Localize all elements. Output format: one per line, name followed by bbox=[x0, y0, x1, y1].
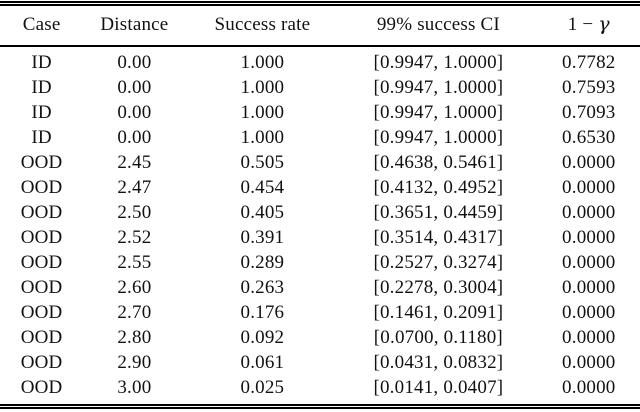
cell-distance: 0.00 bbox=[117, 77, 152, 98]
cell-ci: [0.1461, 0.2091] bbox=[373, 302, 504, 323]
cell-gamma: 0.0000 bbox=[562, 277, 616, 298]
cell-case: ID bbox=[31, 77, 52, 98]
cell-case: OOD bbox=[20, 252, 63, 273]
cell-case: ID bbox=[31, 102, 52, 123]
cell-ci: [0.9947, 1.0000] bbox=[373, 102, 504, 123]
gamma-symbol: γ bbox=[598, 13, 610, 35]
cell-gamma: 0.0000 bbox=[562, 202, 616, 223]
cell-gamma: 0.7093 bbox=[562, 102, 616, 123]
table-row: OOD 2.50 0.405 [0.3651, 0.4459] 0.0000 bbox=[0, 200, 640, 225]
cell-success-rate: 0.391 bbox=[240, 227, 285, 248]
cell-success-rate: 0.505 bbox=[240, 152, 285, 173]
col-header-gamma: 1 − γ bbox=[537, 3, 640, 47]
col-header-ci: 99% success CI bbox=[339, 3, 538, 47]
cell-success-rate: 0.025 bbox=[240, 377, 285, 398]
cell-ci: [0.4132, 0.4952] bbox=[373, 177, 504, 198]
cell-success-rate: 1.000 bbox=[240, 52, 285, 73]
cell-distance: 0.00 bbox=[117, 102, 152, 123]
cell-distance: 2.50 bbox=[117, 202, 152, 223]
cell-case: OOD bbox=[20, 152, 63, 173]
cell-gamma: 0.0000 bbox=[562, 177, 616, 198]
cell-ci: [0.3514, 0.4317] bbox=[373, 227, 504, 248]
gamma-prefix: 1 − bbox=[567, 14, 599, 35]
col-header-distance: Distance bbox=[83, 3, 186, 47]
cell-ci: [0.4638, 0.5461] bbox=[373, 152, 504, 173]
table-row: ID 0.00 1.000 [0.9947, 1.0000] 0.7593 bbox=[0, 75, 640, 100]
cell-success-rate: 1.000 bbox=[240, 77, 285, 98]
table-row: OOD 2.52 0.391 [0.3514, 0.4317] 0.0000 bbox=[0, 225, 640, 250]
cell-gamma: 0.7782 bbox=[562, 52, 616, 73]
cell-gamma: 0.0000 bbox=[562, 327, 616, 348]
cell-ci: [0.0700, 0.1180] bbox=[373, 327, 503, 348]
cell-success-rate: 1.000 bbox=[240, 102, 285, 123]
cell-gamma: 0.7593 bbox=[562, 77, 616, 98]
table-row: OOD 2.90 0.061 [0.0431, 0.0832] 0.0000 bbox=[0, 350, 640, 375]
table-row: OOD 2.60 0.263 [0.2278, 0.3004] 0.0000 bbox=[0, 275, 640, 300]
cell-gamma: 0.6530 bbox=[562, 127, 616, 148]
cell-ci: [0.2278, 0.3004] bbox=[373, 277, 504, 298]
cell-success-rate: 0.263 bbox=[240, 277, 285, 298]
cell-success-rate: 0.092 bbox=[240, 327, 285, 348]
cell-distance: 2.90 bbox=[117, 352, 152, 373]
table-row: OOD 2.47 0.454 [0.4132, 0.4952] 0.0000 bbox=[0, 175, 640, 200]
cell-case: ID bbox=[31, 127, 52, 148]
col-header-success-rate: Success rate bbox=[185, 3, 340, 47]
cell-gamma: 0.0000 bbox=[562, 252, 616, 273]
cell-distance: 2.45 bbox=[117, 152, 152, 173]
table-row: OOD 2.80 0.092 [0.0700, 0.1180] 0.0000 bbox=[0, 325, 640, 350]
cell-case: OOD bbox=[20, 327, 63, 348]
cell-distance: 2.52 bbox=[117, 227, 152, 248]
table-row: ID 0.00 1.000 [0.9947, 1.0000] 0.7093 bbox=[0, 100, 640, 125]
cell-success-rate: 0.454 bbox=[240, 177, 285, 198]
cell-ci: [0.9947, 1.0000] bbox=[373, 52, 504, 73]
cell-case: OOD bbox=[20, 352, 63, 373]
table-row: ID 0.00 1.000 [0.9947, 1.0000] 0.6530 bbox=[0, 125, 640, 150]
table-body: ID 0.00 1.000 [0.9947, 1.0000] 0.7782 ID 0.00 1… bbox=[0, 46, 640, 407]
cell-case: OOD bbox=[20, 377, 63, 398]
cell-ci: [0.0141, 0.0407] bbox=[373, 377, 504, 398]
cell-distance: 3.00 bbox=[117, 377, 152, 398]
cell-distance: 0.00 bbox=[117, 127, 152, 148]
cell-case: OOD bbox=[20, 177, 63, 198]
cell-gamma: 0.0000 bbox=[562, 352, 616, 373]
table-row: OOD 2.70 0.176 [0.1461, 0.2091] 0.0000 bbox=[0, 300, 640, 325]
cell-case: OOD bbox=[20, 202, 63, 223]
cell-success-rate: 0.289 bbox=[240, 252, 285, 273]
cell-gamma: 0.0000 bbox=[562, 377, 616, 398]
cell-ci: [0.3651, 0.4459] bbox=[373, 202, 504, 223]
cell-success-rate: 0.405 bbox=[240, 202, 285, 223]
cell-case: OOD bbox=[20, 302, 63, 323]
cell-ci: [0.0431, 0.0832] bbox=[373, 352, 504, 373]
cell-case: OOD bbox=[20, 227, 63, 248]
table-row: OOD 2.55 0.289 [0.2527, 0.3274] 0.0000 bbox=[0, 250, 640, 275]
cell-distance: 2.60 bbox=[117, 277, 152, 298]
cell-success-rate: 1.000 bbox=[240, 127, 285, 148]
header-row: Case Distance Success rate 99% success C… bbox=[0, 3, 640, 47]
cell-case: OOD bbox=[20, 277, 63, 298]
col-header-case: Case bbox=[0, 3, 84, 47]
cell-success-rate: 0.061 bbox=[240, 352, 285, 373]
cell-gamma: 0.0000 bbox=[562, 302, 616, 323]
cell-ci: [0.2527, 0.3274] bbox=[373, 252, 504, 273]
cell-gamma: 0.0000 bbox=[562, 227, 616, 248]
cell-success-rate: 0.176 bbox=[240, 302, 285, 323]
cell-ci: [0.9947, 1.0000] bbox=[373, 77, 504, 98]
cell-distance: 2.55 bbox=[117, 252, 152, 273]
table-row: OOD 3.00 0.025 [0.0141, 0.0407] 0.0000 bbox=[0, 375, 640, 407]
table-row: OOD 2.45 0.505 [0.4638, 0.5461] 0.0000 bbox=[0, 150, 640, 175]
cell-distance: 2.47 bbox=[117, 177, 152, 198]
cell-distance: 0.00 bbox=[117, 52, 152, 73]
cell-ci: [0.9947, 1.0000] bbox=[373, 127, 504, 148]
table-row: ID 0.00 1.000 [0.9947, 1.0000] 0.7782 bbox=[0, 46, 640, 75]
cell-distance: 2.70 bbox=[117, 302, 152, 323]
cell-distance: 2.80 bbox=[117, 327, 152, 348]
cell-gamma: 0.0000 bbox=[562, 152, 616, 173]
cell-case: ID bbox=[31, 52, 52, 73]
